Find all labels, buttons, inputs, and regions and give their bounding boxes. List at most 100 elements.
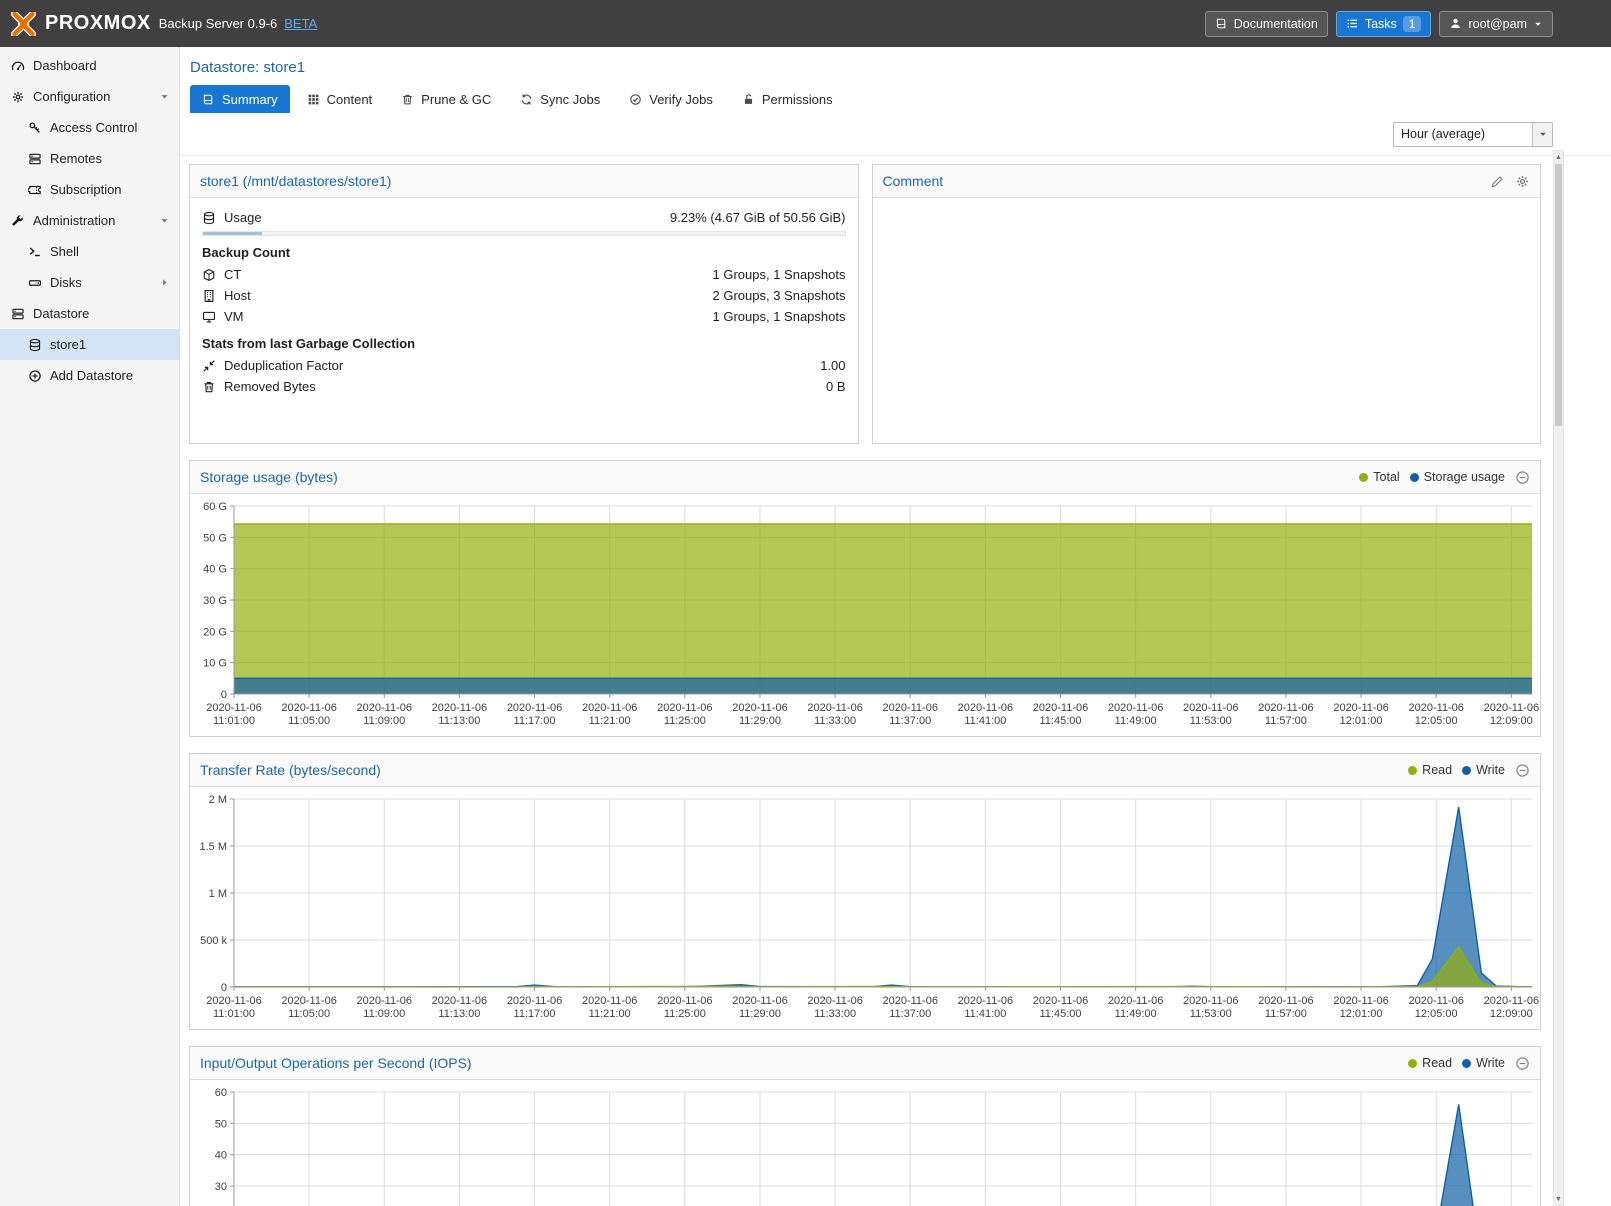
panel-tools: Read Write: [1408, 763, 1530, 778]
svg-text:2020-11-06: 2020-11-06: [732, 702, 787, 714]
legend-item-read[interactable]: Read: [1408, 1056, 1452, 1070]
server-icon: [28, 152, 42, 166]
grid-icon: [307, 93, 320, 106]
legend-item-write[interactable]: Write: [1462, 763, 1505, 777]
chevron-down-icon: [1538, 129, 1548, 139]
svg-text:11:41:00: 11:41:00: [964, 1008, 1006, 1020]
legend-item-read[interactable]: Read: [1408, 763, 1452, 777]
collapse-icon[interactable]: [1515, 1056, 1530, 1071]
documentation-label: Documentation: [1234, 16, 1318, 32]
svg-text:2020-11-06: 2020-11-06: [1333, 995, 1388, 1007]
page-title: Datastore: store1: [190, 59, 1599, 76]
panel-title: Comment: [883, 173, 944, 189]
svg-text:0: 0: [221, 982, 227, 994]
chevron-down-icon: [1533, 19, 1543, 29]
sidebar-item-dashboard[interactable]: Dashboard: [0, 50, 179, 81]
svg-text:11:45:00: 11:45:00: [1040, 715, 1082, 727]
svg-text:2020-11-06: 2020-11-06: [507, 702, 562, 714]
svg-text:30 G: 30 G: [203, 595, 227, 607]
svg-text:2020-11-06: 2020-11-06: [1033, 995, 1088, 1007]
legend-item-total[interactable]: Total: [1359, 470, 1399, 484]
scroll-down-icon[interactable]: ▼: [1554, 1193, 1563, 1205]
beta-link[interactable]: BETA: [284, 16, 317, 31]
svg-text:11:33:00: 11:33:00: [814, 1008, 856, 1020]
svg-text:2020-11-06: 2020-11-06: [1033, 702, 1088, 714]
top-header: PROXMOX Backup Server 0.9-6 BETA Documen…: [0, 0, 1611, 47]
svg-text:2020-11-06: 2020-11-06: [883, 702, 938, 714]
tasks-button[interactable]: Tasks 1: [1336, 11, 1432, 37]
usage-progress-bar: [202, 231, 846, 236]
svg-text:11:09:00: 11:09:00: [363, 715, 405, 727]
legend-label: Read: [1422, 1056, 1452, 1070]
sidebar-item-disks[interactable]: Disks: [0, 267, 179, 298]
vm-label: VM: [224, 309, 244, 324]
svg-text:2020-11-06: 2020-11-06: [732, 995, 787, 1007]
sidebar-item-add-datastore[interactable]: Add Datastore: [0, 360, 179, 391]
ticket-icon: [28, 183, 42, 197]
sidebar-item-datastore[interactable]: Datastore: [0, 298, 179, 329]
sidebar-item-configuration[interactable]: Configuration: [0, 81, 179, 112]
legend-dot: [1408, 766, 1417, 775]
collapse-icon[interactable]: [1515, 470, 1530, 485]
legend-label: Write: [1476, 763, 1505, 777]
combo-trigger[interactable]: [1532, 123, 1552, 146]
tab-sync-jobs[interactable]: Sync Jobs: [508, 85, 612, 113]
svg-text:12:09:00: 12:09:00: [1490, 715, 1533, 727]
sidebar-item-shell[interactable]: Shell: [0, 236, 179, 267]
storage-usage-chart: 010 G20 G30 G40 G50 G60 G2020-11-0611:01…: [190, 496, 1540, 734]
trash-icon: [401, 93, 414, 106]
svg-text:0: 0: [221, 689, 227, 701]
scrollbar-thumb[interactable]: [1555, 164, 1562, 426]
check-circle-icon: [629, 93, 642, 106]
tab-verify-jobs[interactable]: Verify Jobs: [617, 85, 725, 113]
svg-text:11:37:00: 11:37:00: [889, 1008, 931, 1020]
gear-icon[interactable]: [1515, 174, 1530, 189]
legend-dot: [1462, 1059, 1471, 1068]
comment-content: [873, 198, 1541, 216]
proxmox-logo-icon: [10, 12, 37, 36]
documentation-button[interactable]: Documentation: [1205, 11, 1328, 37]
time-range-value: Hour (average): [1394, 127, 1532, 141]
sidebar-item-subscription[interactable]: Subscription: [0, 174, 179, 205]
legend-item-write[interactable]: Write: [1462, 1056, 1505, 1070]
scroll-up-icon[interactable]: ▲: [1554, 151, 1563, 163]
removed-bytes-label: Removed Bytes: [224, 379, 316, 394]
hdd-icon: [28, 276, 42, 290]
sidebar-item-remotes[interactable]: Remotes: [0, 143, 179, 174]
sidebar-item-store1[interactable]: store1: [0, 329, 179, 360]
legend-item-storage-usage[interactable]: Storage usage: [1410, 470, 1505, 484]
removed-bytes-value: 0 B: [826, 379, 846, 394]
user-menu-button[interactable]: root@pam: [1439, 11, 1553, 37]
trash-icon: [202, 380, 216, 394]
tab-permissions[interactable]: Permissions: [730, 85, 845, 113]
vertical-scrollbar[interactable]: ▲ ▼: [1553, 150, 1564, 1206]
svg-text:11:01:00: 11:01:00: [213, 715, 255, 727]
book-icon: [1215, 17, 1228, 30]
ct-count-row: CT 1 Groups, 1 Snapshots: [202, 264, 846, 285]
svg-text:11:17:00: 11:17:00: [514, 1008, 556, 1020]
svg-text:2020-11-06: 2020-11-06: [432, 995, 487, 1007]
database-icon: [28, 338, 42, 352]
header-buttons: Documentation Tasks 1 root@pam: [1205, 11, 1553, 37]
sidebar-item-label: store1: [50, 337, 86, 352]
edit-comment-icon[interactable]: [1490, 174, 1505, 189]
svg-text:2020-11-06: 2020-11-06: [582, 995, 637, 1007]
tab-summary[interactable]: Summary: [190, 85, 290, 113]
sidebar-item-access-control[interactable]: Access Control: [0, 112, 179, 143]
tab-prune-gc[interactable]: Prune & GC: [389, 85, 503, 113]
legend-dot: [1410, 473, 1419, 482]
sidebar-item-label: Remotes: [50, 151, 102, 166]
tab-content[interactable]: Content: [295, 85, 385, 113]
tab-label: Content: [327, 92, 373, 107]
gc-stats-heading: Stats from last Garbage Collection: [202, 336, 846, 351]
content-area: store1 (/mnt/datastores/store1) Usage 9.…: [180, 156, 1541, 1206]
svg-text:2020-11-06: 2020-11-06: [357, 995, 412, 1007]
sidebar-item-administration[interactable]: Administration: [0, 205, 179, 236]
svg-text:11:01:00: 11:01:00: [213, 1008, 255, 1020]
chart-toolbar: Hour (average): [180, 113, 1611, 156]
ct-label: CT: [224, 267, 241, 282]
collapse-icon[interactable]: [1515, 763, 1530, 778]
svg-text:2020-11-06: 2020-11-06: [657, 995, 712, 1007]
time-range-select[interactable]: Hour (average): [1393, 122, 1553, 147]
chart-body: 01020304050602020-11-0611:01:002020-11-0…: [190, 1080, 1540, 1206]
